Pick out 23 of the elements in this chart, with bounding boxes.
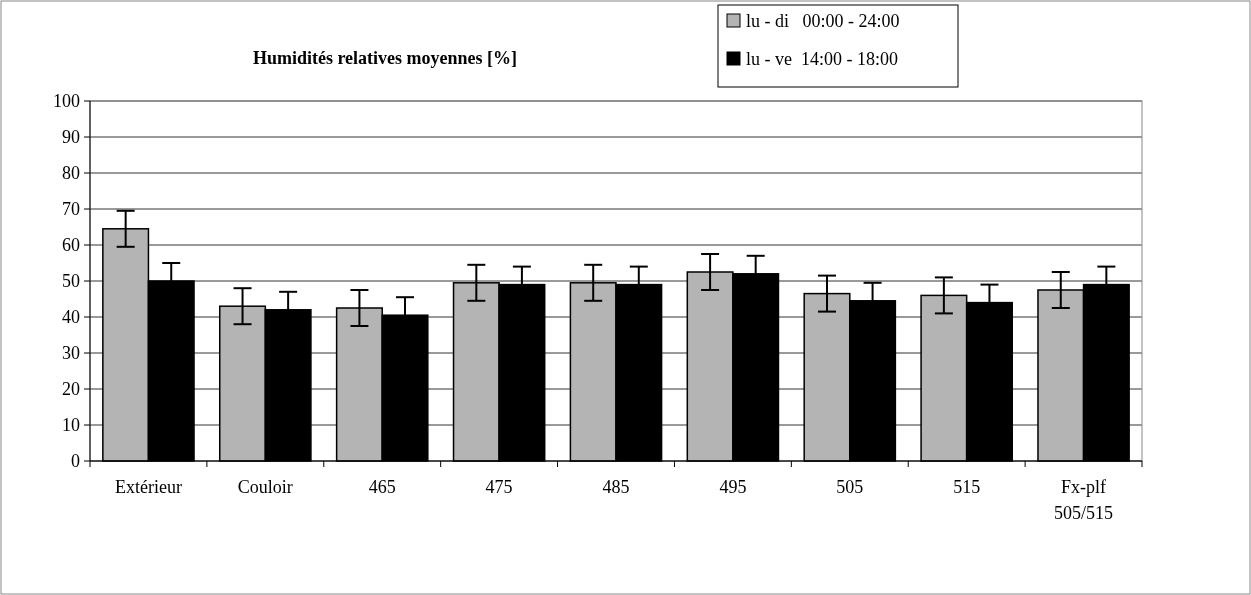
- y-tick-label: 20: [62, 379, 80, 399]
- x-tick-label: Couloir: [237, 477, 293, 497]
- y-tick-label: 100: [53, 91, 80, 111]
- y-tick-label: 80: [62, 163, 80, 183]
- x-tick-label: 495: [719, 477, 747, 497]
- x-tick-label: 505: [836, 477, 864, 497]
- y-tick-label: 90: [62, 127, 80, 147]
- y-tick-label: 70: [62, 199, 80, 219]
- y-tick-label: 50: [62, 271, 80, 291]
- x-tick-label: 485: [602, 477, 630, 497]
- chart-title: Humidités relatives moyennes [%]: [252, 48, 518, 68]
- x-tick-label: 465: [368, 477, 396, 497]
- x-tick-label: 475: [485, 477, 513, 497]
- legend-label: lu - di 00:00 - 24:00: [746, 11, 900, 31]
- y-tick-label: 60: [62, 235, 80, 255]
- y-tick-label: 0: [71, 451, 80, 471]
- y-tick-label: 10: [62, 415, 80, 435]
- legend-label: lu - ve 14:00 - 18:00: [746, 49, 898, 69]
- y-tick-label: 40: [62, 307, 80, 327]
- x-tick-label: Extérieur: [114, 477, 182, 497]
- x-tick-label: Fx-plf 505/515: [1054, 477, 1114, 523]
- x-tick-label: 515: [953, 477, 981, 497]
- y-tick-label: 30: [62, 343, 80, 363]
